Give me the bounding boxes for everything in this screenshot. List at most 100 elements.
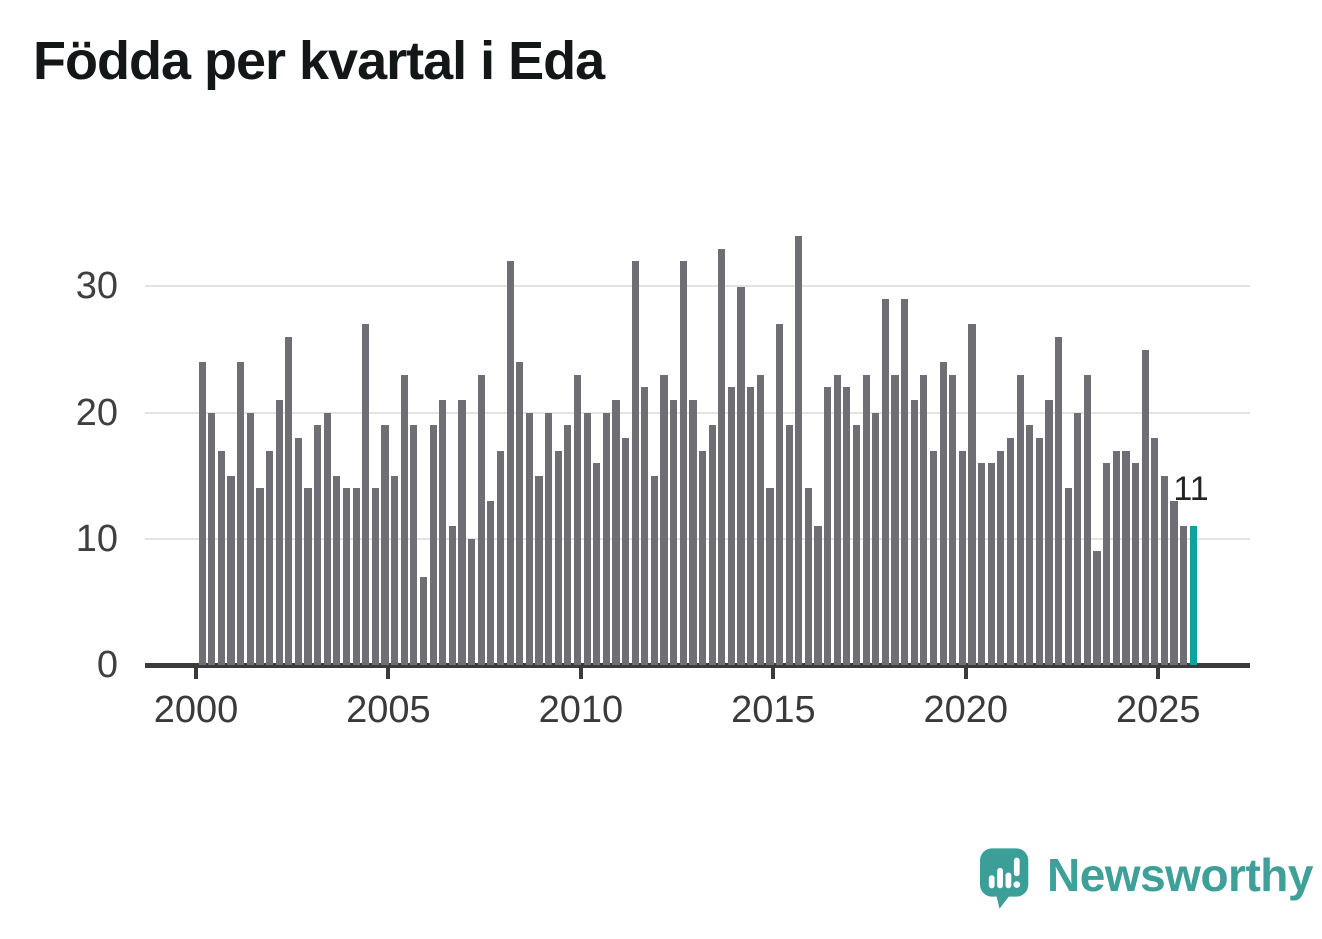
x-axis-tick-label: 2025 — [1115, 689, 1201, 731]
bar — [814, 526, 822, 665]
bar — [775, 324, 784, 665]
bar — [275, 400, 283, 665]
x-axis-tick-label: 2000 — [153, 689, 239, 731]
bar — [737, 286, 745, 665]
x-axis-tick-mark — [578, 668, 583, 679]
bar — [496, 450, 505, 665]
bar — [824, 387, 832, 665]
bar — [862, 374, 870, 665]
bar — [352, 488, 360, 665]
bar — [978, 463, 986, 665]
bar — [1045, 400, 1053, 665]
bar — [939, 362, 947, 665]
bar — [448, 526, 456, 665]
bar — [670, 400, 678, 665]
bar — [872, 412, 880, 665]
bar — [525, 412, 533, 665]
highlight-bar — [1189, 526, 1197, 665]
bar — [410, 425, 418, 665]
bar — [804, 488, 812, 665]
bar — [593, 463, 601, 665]
bar — [516, 362, 524, 665]
y-axis-tick-label: 20 — [75, 391, 118, 434]
bar — [1131, 463, 1140, 665]
bar — [1122, 450, 1130, 665]
x-axis-tick-label: 2015 — [731, 689, 816, 731]
bar — [419, 576, 428, 665]
bar — [929, 450, 938, 665]
bar — [208, 412, 216, 665]
x-axis-tick-mark — [963, 668, 968, 679]
bar — [756, 374, 764, 665]
x-axis-tick-mark — [1156, 668, 1161, 679]
bar — [785, 425, 793, 665]
bar — [304, 488, 312, 665]
x-axis-tick-label: 2005 — [346, 689, 431, 731]
bar — [1006, 437, 1015, 665]
bar — [1112, 450, 1120, 665]
bar — [968, 324, 976, 665]
bar — [612, 400, 620, 665]
bar — [641, 387, 649, 665]
bar — [1016, 374, 1024, 665]
x-axis-line — [145, 663, 1250, 668]
bar — [660, 374, 668, 665]
bar — [381, 425, 389, 665]
bar — [371, 488, 379, 665]
y-axis-tick-label: 10 — [75, 517, 118, 560]
bar — [294, 437, 302, 665]
bar — [227, 475, 235, 665]
bar — [198, 362, 206, 665]
bar — [1180, 526, 1188, 665]
bar — [843, 387, 851, 665]
bar — [1064, 488, 1072, 665]
bar — [1103, 463, 1111, 665]
bar — [833, 374, 841, 665]
bar — [766, 488, 774, 665]
bar — [795, 236, 803, 665]
y-gridline — [145, 411, 1250, 414]
bar — [506, 261, 514, 665]
bar — [362, 324, 370, 665]
x-axis-tick-mark — [771, 668, 776, 679]
bar — [1151, 437, 1159, 665]
newsworthy-wordmark: Newsworthy — [1047, 849, 1313, 901]
bar — [698, 450, 707, 665]
x-axis-tick-label: 2020 — [923, 689, 1009, 731]
bar — [246, 412, 254, 665]
bar — [477, 374, 485, 665]
bar — [256, 488, 264, 665]
bar — [679, 261, 687, 665]
bar — [217, 450, 226, 665]
bar — [237, 362, 245, 665]
bar — [342, 488, 351, 665]
newsworthy-logo: Newsworthy — [980, 845, 1313, 913]
bar — [987, 463, 995, 665]
bar — [458, 400, 466, 665]
bar — [573, 374, 582, 665]
x-axis-tick-mark — [194, 668, 198, 679]
bar — [468, 538, 476, 665]
x-axis-tick-label: 2010 — [538, 689, 624, 731]
bar — [852, 425, 861, 665]
y-axis-tick-label: 0 — [96, 644, 118, 686]
bar — [323, 412, 331, 665]
bar — [958, 450, 966, 665]
newsworthy-speech-bubble-chart-icon — [980, 848, 1029, 909]
bar — [535, 475, 543, 665]
bar — [891, 374, 899, 665]
highlight-value-label: 11 — [1173, 470, 1209, 508]
bar — [708, 425, 716, 665]
y-gridline — [145, 285, 1250, 288]
bar — [1083, 374, 1092, 665]
bar — [487, 500, 495, 665]
bar — [910, 400, 918, 665]
bar — [1170, 500, 1178, 665]
bar — [1093, 551, 1101, 665]
bar — [901, 299, 909, 665]
bar — [881, 299, 889, 665]
bar — [439, 400, 447, 665]
bar — [949, 374, 957, 665]
bar — [689, 400, 697, 665]
